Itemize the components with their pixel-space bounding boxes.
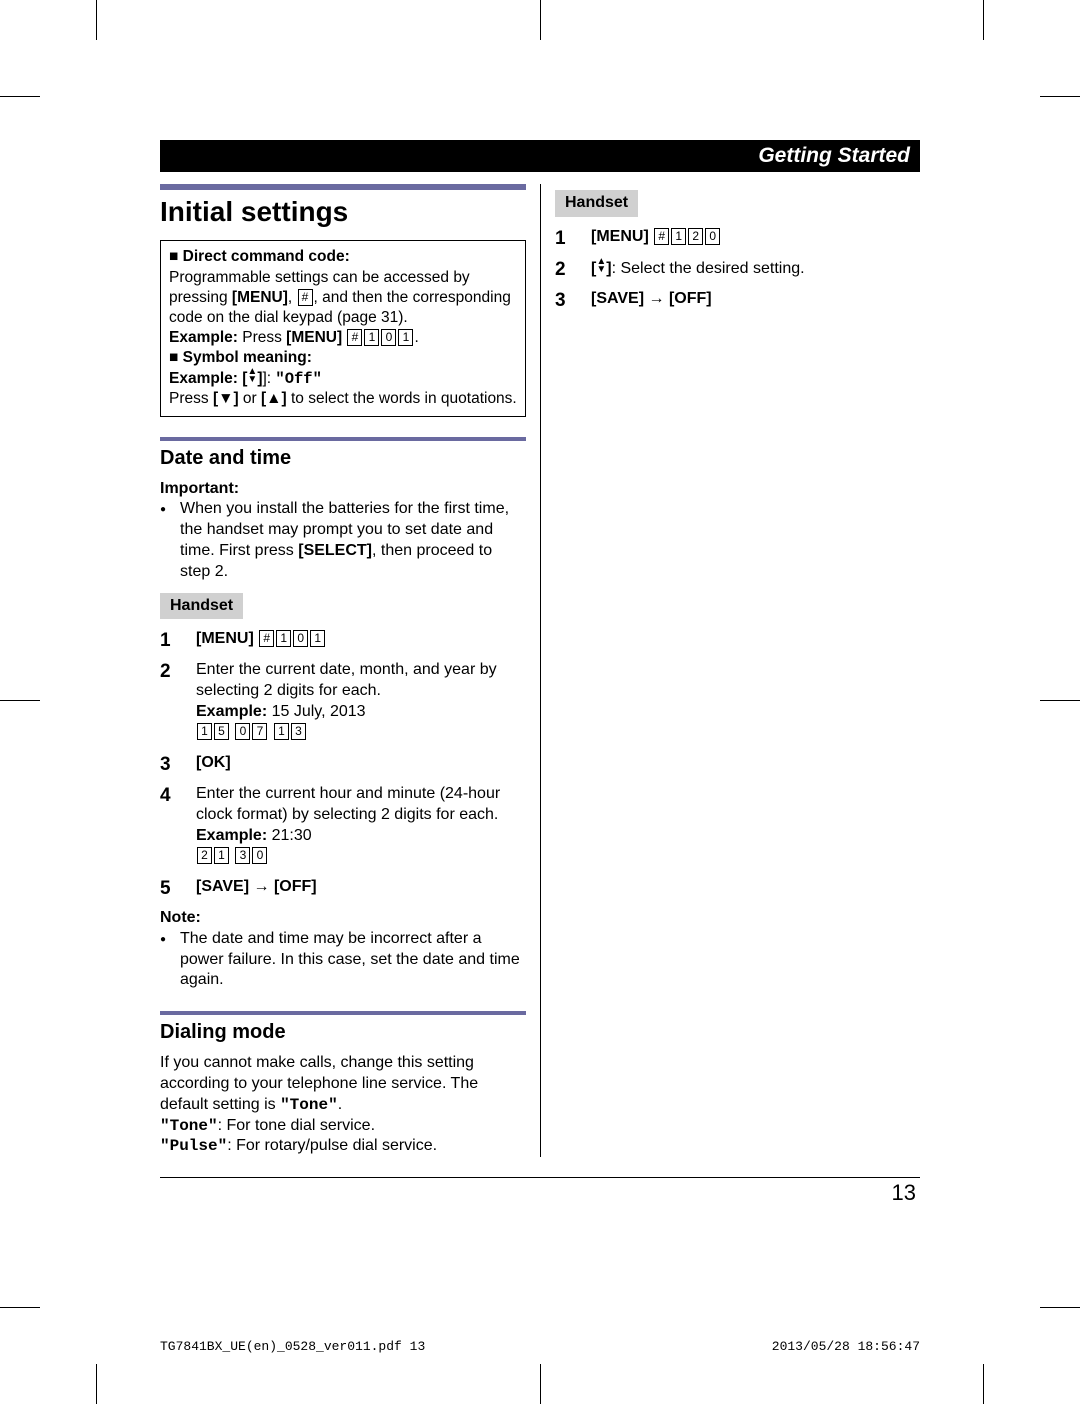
cropmark (0, 1307, 40, 1308)
updown-icon: ▲▼ (247, 368, 257, 384)
keypad-key-icon: 0 (705, 228, 720, 245)
off-key: [OFF] (274, 878, 317, 895)
print-footer: TG7841BX_UE(en)_0528_ver011.pdf 13 2013/… (160, 1339, 920, 1354)
keypad-key-icon: 1 (276, 630, 291, 647)
section-divider (160, 437, 526, 445)
date-time-heading: Date and time (160, 445, 526, 471)
save-key: [SAVE] (196, 878, 249, 895)
note-label: Note: (160, 909, 201, 926)
cropmark (0, 96, 40, 97)
keypad-key-icon: 3 (291, 723, 306, 740)
menu-key: [MENU] (232, 289, 288, 306)
hash-key-icon: # (298, 289, 313, 306)
bullet-icon (169, 349, 183, 366)
handset-label: Handset (555, 190, 638, 217)
cropmark (96, 1364, 97, 1404)
symbol-meaning-heading: Symbol meaning: (183, 349, 312, 366)
step-1: [MENU] #101 (160, 629, 526, 650)
arrow-icon: → (254, 878, 270, 895)
cropmark (540, 1364, 541, 1404)
cropmark (983, 0, 984, 40)
footer-timestamp: 2013/05/28 18:56:47 (772, 1339, 920, 1354)
cropmark (0, 700, 40, 701)
keypad-key-icon: 0 (235, 723, 250, 740)
command-example: Example: Press [MENU] #101. (169, 328, 517, 348)
keypad-key-icon: 1 (310, 630, 325, 647)
cropmark (540, 0, 541, 40)
keypad-key-icon: 0 (293, 630, 308, 647)
step-2: Enter the current date, month, and year … (160, 660, 526, 743)
menu-key: [MENU] (591, 228, 649, 245)
dialing-steps: [MENU] #120 [▲▼]: Select the desired set… (555, 227, 920, 310)
keypad-key-icon: 2 (688, 228, 703, 245)
step-3: [SAVE] → [OFF] (555, 289, 920, 310)
symbol-example: Example: [▲▼]]: "Off" (169, 368, 517, 389)
cropmark (1040, 1307, 1080, 1308)
keypad-key-icon: 1 (214, 847, 229, 864)
cropmark (1040, 96, 1080, 97)
command-text: Programmable settings can be accessed by… (169, 268, 517, 328)
important-list: When you install the batteries for the f… (160, 499, 526, 582)
note-item: The date and time may be incorrect after… (160, 929, 526, 991)
pulse-line: "Pulse": For rotary/pulse dial service. (160, 1136, 526, 1157)
dialing-mode-heading: Dialing mode (160, 1019, 526, 1045)
keypad-key-icon: 1 (398, 329, 413, 346)
keypad-key-icon: # (654, 228, 669, 245)
important-item: When you install the batteries for the f… (160, 499, 526, 582)
cropmark (96, 0, 97, 40)
note-list: The date and time may be incorrect after… (160, 929, 526, 991)
keypad-key-icon: 1 (274, 723, 289, 740)
keypad-key-icon: 3 (235, 847, 250, 864)
tone-line: "Tone": For tone dial service. (160, 1116, 526, 1137)
cropmark (1040, 700, 1080, 701)
menu-key: [MENU] (286, 329, 342, 346)
right-column: Handset [MENU] #120 [▲▼]: Select the des… (540, 184, 920, 1157)
date-time-steps: [MENU] #101 Enter the current date, mont… (160, 629, 526, 898)
press-instruction: Press [▼] or [▲] to select the words in … (169, 389, 517, 409)
down-key: [▼] (213, 390, 239, 407)
step-5: [SAVE] → [OFF] (160, 877, 526, 898)
important-label: Important: (160, 480, 239, 497)
cropmark (983, 1364, 984, 1404)
footer-filename: TG7841BX_UE(en)_0528_ver011.pdf 13 (160, 1339, 425, 1354)
keypad-key-icon: 1 (364, 329, 379, 346)
keypad-key-icon: 1 (671, 228, 686, 245)
select-key: [SELECT] (298, 542, 372, 559)
left-column: Initial settings Direct command code: Pr… (160, 184, 540, 1157)
step-4: Enter the current hour and minute (24-ho… (160, 784, 526, 867)
menu-key: [MENU] (196, 630, 254, 647)
direct-command-heading: Direct command code: (183, 248, 350, 265)
keypad-key-icon: 1 (197, 723, 212, 740)
off-key: [OFF] (669, 290, 712, 307)
chapter-header: Getting Started (160, 140, 920, 172)
keypad-key-icon: 0 (252, 847, 267, 864)
page-number: 13 (160, 1177, 920, 1206)
keypad-key-icon: 2 (197, 847, 212, 864)
two-column-layout: Initial settings Direct command code: Pr… (160, 184, 920, 1157)
keypad-key-icon: # (347, 329, 362, 346)
bullet-icon (169, 248, 183, 265)
command-code-box: Direct command code: Programmable settin… (160, 240, 526, 416)
chapter-title: Getting Started (758, 144, 910, 167)
step-3: [OK] (160, 753, 526, 774)
step-2: [▲▼]: Select the desired setting. (555, 258, 920, 280)
ok-key: [OK] (196, 754, 231, 771)
updown-icon: ▲▼ (596, 258, 606, 274)
handset-label: Handset (160, 593, 243, 620)
step-1: [MENU] #120 (555, 227, 920, 248)
accent-rule (160, 184, 526, 190)
dialing-intro: If you cannot make calls, change this se… (160, 1053, 526, 1115)
arrow-icon: → (649, 290, 665, 307)
save-key: [SAVE] (591, 290, 644, 307)
keypad-key-icon: 7 (252, 723, 267, 740)
up-key: [▲] (261, 390, 287, 407)
page-content: Getting Started Initial settings Direct … (160, 140, 920, 1206)
keypad-key-icon: # (259, 630, 274, 647)
page-title: Initial settings (160, 194, 526, 230)
section-divider (160, 1011, 526, 1019)
keypad-key-icon: 5 (214, 723, 229, 740)
keypad-key-icon: 0 (381, 329, 396, 346)
